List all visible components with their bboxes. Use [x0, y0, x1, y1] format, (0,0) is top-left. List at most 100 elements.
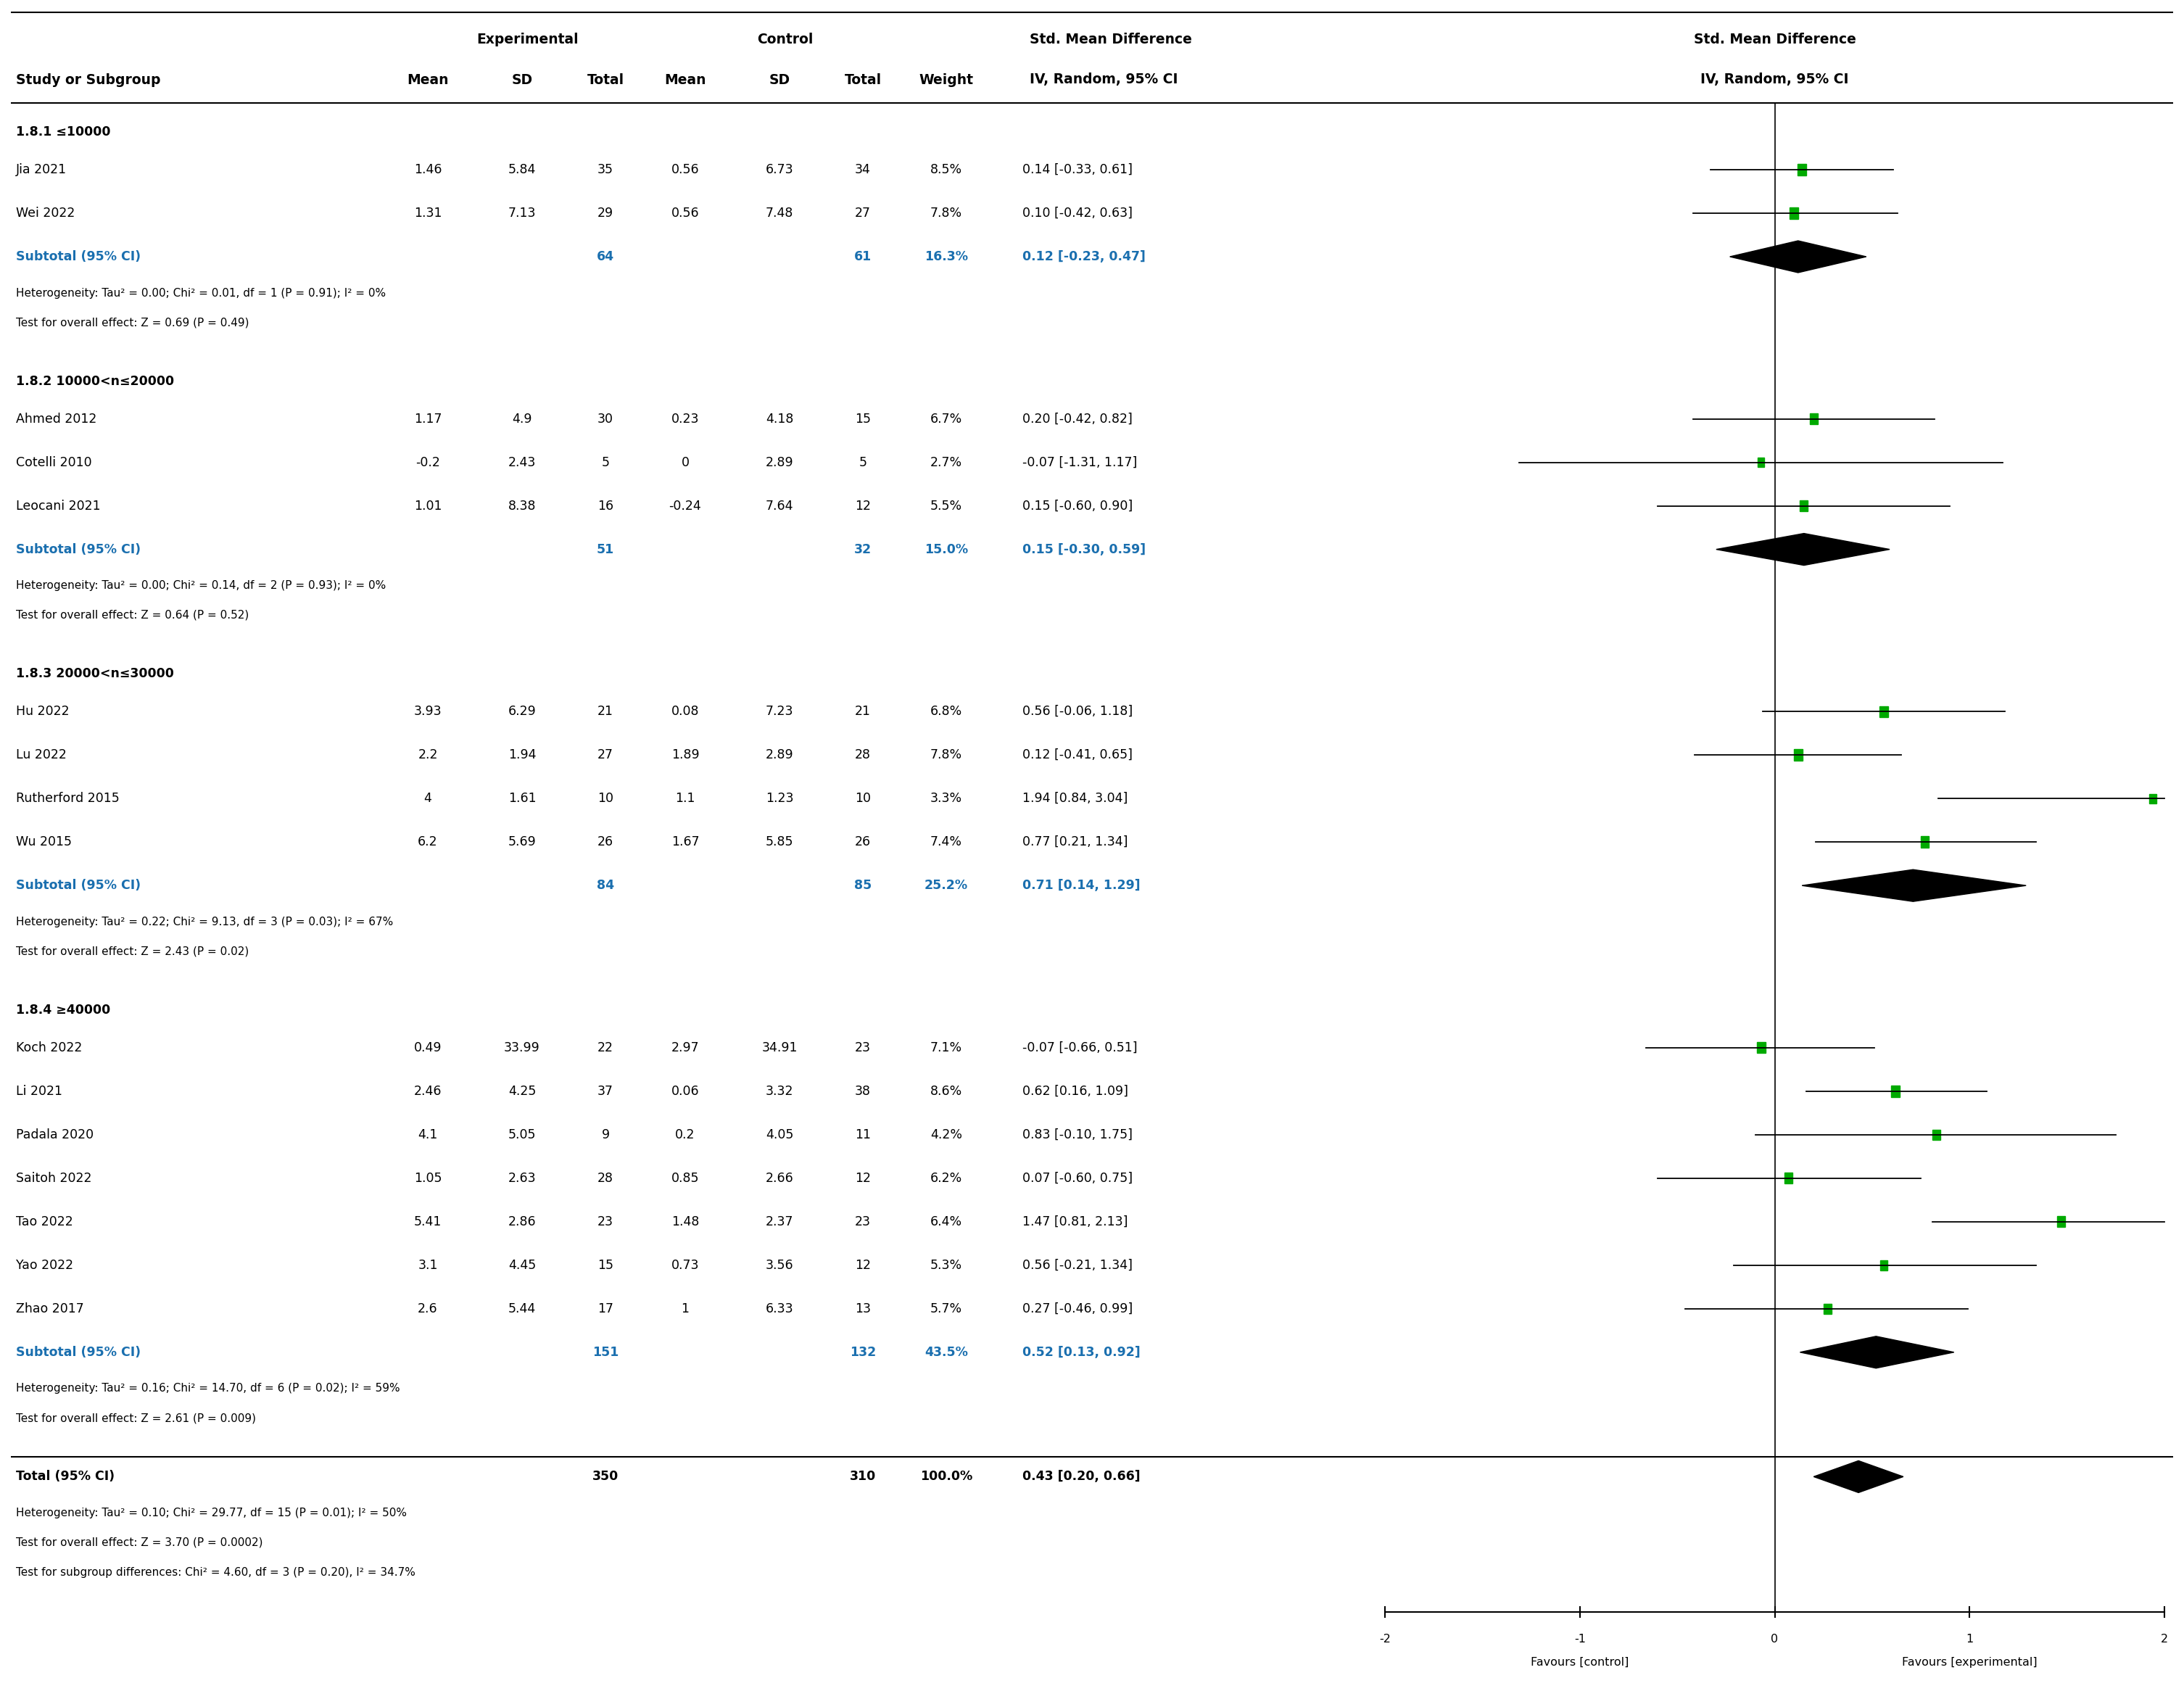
- Text: Test for overall effect: Z = 0.69 (P = 0.49): Test for overall effect: Z = 0.69 (P = 0…: [15, 318, 249, 328]
- Text: 4.2%: 4.2%: [930, 1128, 963, 1142]
- Text: 23: 23: [598, 1215, 614, 1228]
- Text: 2.89: 2.89: [764, 455, 793, 469]
- Text: Study or Subgroup: Study or Subgroup: [15, 73, 162, 87]
- Text: 13: 13: [854, 1301, 871, 1315]
- Text: 28: 28: [598, 1172, 614, 1184]
- Text: Jia 2021: Jia 2021: [15, 163, 68, 177]
- Polygon shape: [1802, 870, 2027, 902]
- Text: 0.56 [-0.21, 1.34]: 0.56 [-0.21, 1.34]: [1022, 1259, 1133, 1273]
- Text: 38: 38: [854, 1084, 871, 1098]
- Polygon shape: [1784, 1172, 1793, 1184]
- Text: 7.8%: 7.8%: [930, 207, 963, 219]
- Text: 0.12 [-0.41, 0.65]: 0.12 [-0.41, 0.65]: [1022, 749, 1133, 761]
- Text: 7.48: 7.48: [767, 207, 793, 219]
- Text: 4.45: 4.45: [509, 1259, 535, 1273]
- Polygon shape: [1758, 457, 1765, 467]
- Text: 3.56: 3.56: [764, 1259, 793, 1273]
- Text: 7.64: 7.64: [767, 500, 793, 513]
- Text: 27: 27: [854, 207, 871, 219]
- Text: 1: 1: [681, 1301, 690, 1315]
- Polygon shape: [1730, 241, 1867, 272]
- Text: 16.3%: 16.3%: [924, 250, 968, 263]
- Polygon shape: [1756, 1041, 1765, 1053]
- Text: 0.06: 0.06: [670, 1084, 699, 1098]
- Text: 4: 4: [424, 792, 432, 805]
- Text: -1: -1: [1575, 1634, 1586, 1645]
- Text: Wei 2022: Wei 2022: [15, 207, 74, 219]
- Text: 6.7%: 6.7%: [930, 413, 963, 425]
- Text: 1: 1: [1966, 1634, 1974, 1645]
- Text: 12: 12: [854, 1172, 871, 1184]
- Text: Leocani 2021: Leocani 2021: [15, 500, 100, 513]
- Text: 5.3%: 5.3%: [930, 1259, 963, 1273]
- Text: 132: 132: [850, 1346, 876, 1359]
- Text: 10: 10: [854, 792, 871, 805]
- Text: 21: 21: [854, 705, 871, 719]
- Text: -0.07 [-0.66, 0.51]: -0.07 [-0.66, 0.51]: [1022, 1041, 1138, 1053]
- Text: 310: 310: [850, 1470, 876, 1483]
- Text: Wu 2015: Wu 2015: [15, 836, 72, 848]
- Text: 2: 2: [2160, 1634, 2169, 1645]
- Text: IV, Random, 95% CI: IV, Random, 95% CI: [1029, 73, 1177, 87]
- Text: 35: 35: [598, 163, 614, 177]
- Text: 3.3%: 3.3%: [930, 792, 963, 805]
- Text: 2.63: 2.63: [509, 1172, 535, 1184]
- Text: 23: 23: [854, 1041, 871, 1053]
- Text: 5.44: 5.44: [509, 1301, 535, 1315]
- Text: 0.52 [0.13, 0.92]: 0.52 [0.13, 0.92]: [1022, 1346, 1140, 1359]
- Text: Test for subgroup differences: Chi² = 4.60, df = 3 (P = 0.20), I² = 34.7%: Test for subgroup differences: Chi² = 4.…: [15, 1566, 415, 1578]
- Text: 32: 32: [854, 544, 871, 556]
- Text: Subtotal (95% CI): Subtotal (95% CI): [15, 250, 140, 263]
- Text: 0.85: 0.85: [670, 1172, 699, 1184]
- Text: 22: 22: [598, 1041, 614, 1053]
- Text: 2.2: 2.2: [417, 749, 437, 761]
- Text: 1.47 [0.81, 2.13]: 1.47 [0.81, 2.13]: [1022, 1215, 1127, 1228]
- Polygon shape: [1824, 1303, 1830, 1313]
- Text: 6.29: 6.29: [509, 705, 535, 719]
- Text: Mean: Mean: [664, 73, 705, 87]
- Text: Ahmed 2012: Ahmed 2012: [15, 413, 96, 425]
- Text: 1.01: 1.01: [413, 500, 441, 513]
- Text: SD: SD: [769, 73, 791, 87]
- Text: Subtotal (95% CI): Subtotal (95% CI): [15, 1346, 140, 1359]
- Text: 4.25: 4.25: [509, 1084, 535, 1098]
- Text: Saitoh 2022: Saitoh 2022: [15, 1172, 92, 1184]
- Text: 34.91: 34.91: [762, 1041, 797, 1053]
- Polygon shape: [1791, 207, 1800, 219]
- Text: 26: 26: [854, 836, 871, 848]
- Text: 2.97: 2.97: [670, 1041, 699, 1053]
- Text: 84: 84: [596, 878, 614, 892]
- Polygon shape: [1880, 1261, 1887, 1271]
- Text: 3.32: 3.32: [767, 1084, 793, 1098]
- Text: 0: 0: [1771, 1634, 1778, 1645]
- Text: 0.43 [0.20, 0.66]: 0.43 [0.20, 0.66]: [1022, 1470, 1140, 1483]
- Text: 0.14 [-0.33, 0.61]: 0.14 [-0.33, 0.61]: [1022, 163, 1133, 177]
- Text: 1.31: 1.31: [413, 207, 441, 219]
- Text: 0.27 [-0.46, 0.99]: 0.27 [-0.46, 0.99]: [1022, 1301, 1133, 1315]
- Text: Std. Mean Difference: Std. Mean Difference: [1693, 32, 1856, 48]
- Text: 7.13: 7.13: [509, 207, 535, 219]
- Text: 1.46: 1.46: [413, 163, 441, 177]
- Text: 0.20 [-0.42, 0.82]: 0.20 [-0.42, 0.82]: [1022, 413, 1133, 425]
- Text: 1.48: 1.48: [670, 1215, 699, 1228]
- Text: 12: 12: [854, 500, 871, 513]
- Text: 25.2%: 25.2%: [924, 878, 968, 892]
- Text: 8.6%: 8.6%: [930, 1084, 963, 1098]
- Polygon shape: [1800, 1337, 1955, 1368]
- Text: 0.49: 0.49: [413, 1041, 441, 1053]
- Text: Li 2021: Li 2021: [15, 1084, 63, 1098]
- Text: 5.5%: 5.5%: [930, 500, 963, 513]
- Text: 30: 30: [598, 413, 614, 425]
- Text: Zhao 2017: Zhao 2017: [15, 1301, 83, 1315]
- Text: Experimental: Experimental: [476, 32, 579, 48]
- Text: 4.1: 4.1: [417, 1128, 437, 1142]
- Text: Subtotal (95% CI): Subtotal (95% CI): [15, 544, 140, 556]
- Text: 1.61: 1.61: [509, 792, 535, 805]
- Text: 27: 27: [598, 749, 614, 761]
- Text: 7.8%: 7.8%: [930, 749, 963, 761]
- Text: Hu 2022: Hu 2022: [15, 705, 70, 719]
- Text: 2.6: 2.6: [417, 1301, 437, 1315]
- Text: 1.23: 1.23: [767, 792, 793, 805]
- Text: 1.05: 1.05: [413, 1172, 441, 1184]
- Text: 0.73: 0.73: [670, 1259, 699, 1273]
